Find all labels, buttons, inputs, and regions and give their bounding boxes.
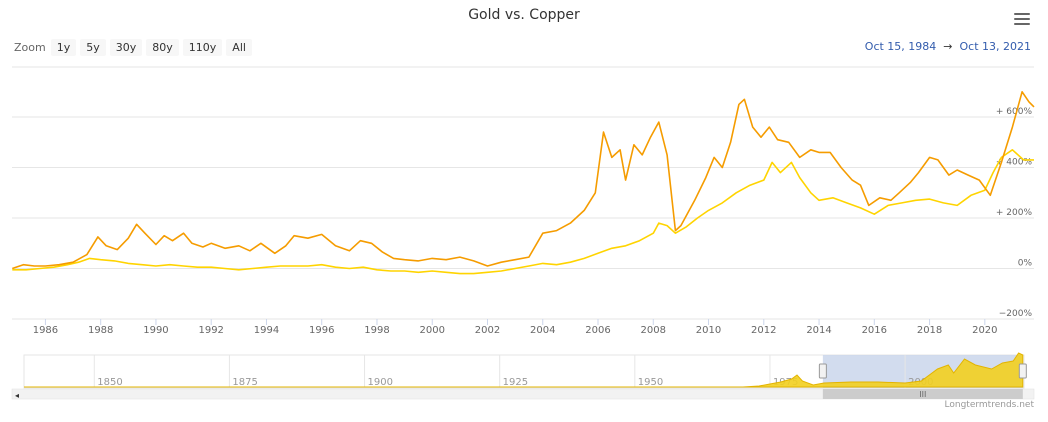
date-range: Oct 15, 1984 → Oct 13, 2021	[865, 40, 1031, 53]
navigator-tick-label: 1875	[232, 377, 257, 388]
x-tick-label: 2002	[475, 325, 500, 336]
x-tick-label: 2008	[641, 325, 666, 336]
y-tick-label: + 200%	[996, 208, 1033, 218]
zoom-110y-button[interactable]: 110y	[182, 38, 223, 56]
y-tick-label: + 400%	[996, 158, 1033, 168]
x-tick-label: 1994	[254, 325, 279, 336]
zoom-30y-button[interactable]: 30y	[109, 38, 143, 56]
y-axis-labels: + 600% + 400% + 200% 0% −200%	[996, 107, 1033, 319]
series-line-2	[12, 149, 1034, 275]
y-tick-label: −200%	[999, 309, 1033, 319]
scrollbar-thumb[interactable]	[822, 389, 1023, 399]
range-to-date[interactable]: Oct 13, 2021	[959, 40, 1032, 53]
y-tick-label: + 600%	[996, 107, 1033, 117]
navigator-tick-label: 1900	[368, 377, 393, 388]
x-tick-label: 1988	[88, 325, 113, 336]
navigator-left-handle[interactable]	[818, 363, 827, 379]
x-axis: 1986 1988 1990 1992 1994 1996 1998 2000 2002 2004…	[33, 319, 998, 336]
x-tick-label: 2020	[972, 325, 997, 336]
range-from-date[interactable]: Oct 15, 1984	[864, 40, 937, 53]
scrollbar-left-arrow-icon[interactable]: ◂	[15, 391, 19, 400]
x-tick-label: 2004	[530, 325, 555, 336]
scrollbar-grip-icon: III	[919, 390, 926, 399]
x-tick-label: 2018	[917, 325, 942, 336]
y-tick-label: 0%	[1018, 259, 1033, 269]
x-tick-label: 1998	[364, 325, 389, 336]
range-arrow: →	[943, 40, 953, 53]
chart-title: Gold vs. Copper	[468, 7, 580, 23]
x-tick-label: 2016	[862, 325, 887, 336]
context-menu-icon[interactable]	[1014, 13, 1030, 27]
series-line-1	[12, 91, 1035, 270]
credit-text: Longtermtrends.net	[944, 400, 1034, 410]
x-tick-label: 2000	[420, 325, 445, 336]
zoom-1y-button[interactable]: 1y	[50, 38, 77, 56]
navigator-series-area	[24, 352, 1024, 388]
navigator-tick-label: 1850	[97, 377, 122, 388]
x-tick-label: 2014	[806, 325, 831, 336]
x-tick-label: 2010	[696, 325, 721, 336]
x-tick-label: 1986	[33, 325, 58, 336]
navigator: 1850187519001925195019752000◂III	[11, 352, 1035, 400]
navigator-right-handle[interactable]	[1018, 363, 1027, 379]
x-tick-label: 1996	[309, 325, 334, 336]
x-tick-label: 2006	[585, 325, 610, 336]
series-lines	[12, 91, 1035, 275]
navigator-tick-label: 1950	[638, 377, 663, 388]
x-tick-label: 1992	[198, 325, 223, 336]
zoom-5y-button[interactable]: 5y	[80, 38, 106, 56]
zoom-80y-button[interactable]: 80y	[146, 38, 179, 56]
x-tick-label: 1990	[143, 325, 168, 336]
zoom-all-button[interactable]: All	[226, 38, 252, 56]
grid-lines	[12, 66, 1034, 320]
navigator-tick-label: 1925	[503, 377, 528, 388]
zoom-label: Zoom	[14, 40, 46, 54]
zoom-toolbar: Zoom 1y 5y 30y 80y 110y All	[14, 38, 256, 56]
x-tick-label: 2012	[751, 325, 776, 336]
scrollbar-track[interactable]	[11, 388, 1035, 400]
